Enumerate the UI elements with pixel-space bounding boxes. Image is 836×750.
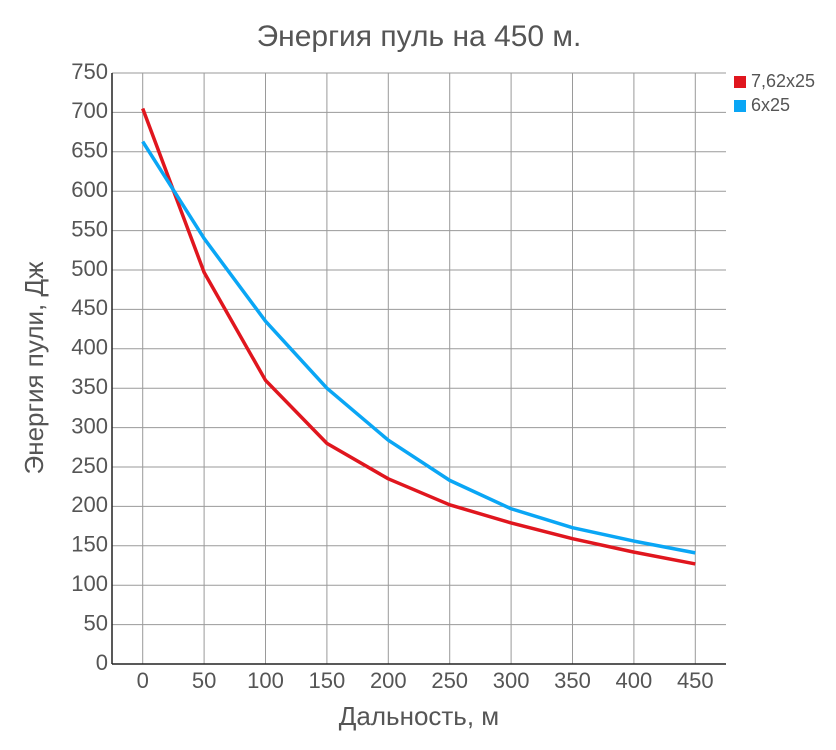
x-tick-label: 300 [493,668,530,693]
x-tick-label: 50 [192,668,216,693]
x-tick-label: 150 [309,668,346,693]
y-axis-label: Энергия пули, Дж [19,261,49,475]
legend-label: 7,62x25 [751,71,815,91]
y-tick-label: 700 [71,98,108,123]
x-tick-label: 350 [554,668,591,693]
chart-title: Энергия пуль на 450 м. [257,20,582,53]
y-tick-label: 500 [71,256,108,281]
y-tick-label: 100 [71,571,108,596]
x-tick-label: 0 [137,668,149,693]
legend-label: 6x25 [751,95,790,115]
x-tick-label: 100 [247,668,284,693]
x-axis-label: Дальность, м [339,701,499,731]
y-tick-label: 550 [71,216,108,241]
legend-swatch [734,100,746,112]
data-line [141,140,696,555]
y-tick-label: 50 [84,610,108,635]
y-tick-label: 450 [71,295,108,320]
x-tick-label: 250 [431,668,468,693]
y-tick-label: 250 [71,453,108,478]
y-tick-label: 400 [71,335,108,360]
y-tick-label: 350 [71,374,108,399]
y-tick-label: 200 [71,492,108,517]
y-tick-label: 600 [71,177,108,202]
y-tick-label: 150 [71,532,108,557]
x-tick-label: 450 [677,668,714,693]
x-tick-label: 400 [616,668,653,693]
y-tick-label: 0 [96,650,108,675]
legend-swatch [734,76,746,88]
x-tick-label: 200 [370,668,407,693]
y-tick-label: 300 [71,413,108,438]
y-tick-label: 650 [71,138,108,163]
data-line [141,107,696,566]
y-tick-label: 750 [71,59,108,84]
